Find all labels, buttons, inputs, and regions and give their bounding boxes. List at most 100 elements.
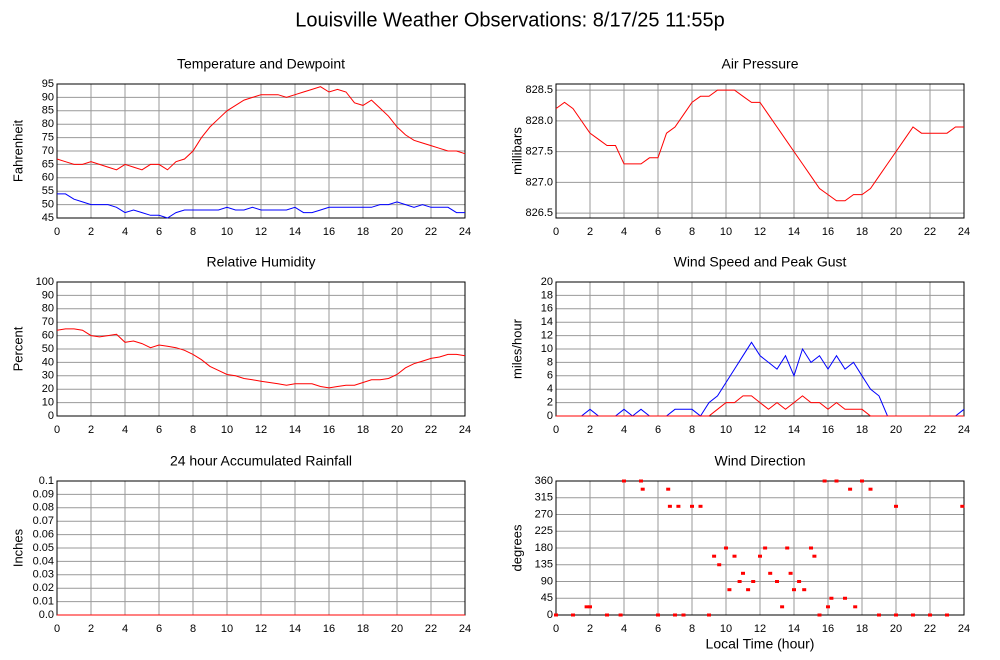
data-point [584, 605, 589, 609]
data-point [758, 554, 762, 558]
y-axis-label: millibars [509, 127, 524, 175]
data-line [555, 89, 964, 202]
x-tick-label: 0 [54, 623, 60, 635]
y-tick-label: 60 [42, 330, 54, 342]
x-axis-label: Local Time (hour) [706, 636, 815, 652]
panel-title: Wind Speed and Peak Gust [674, 254, 847, 270]
x-tick-label: 4 [621, 424, 627, 436]
x-tick-label: 16 [323, 424, 335, 436]
x-tick-label: 12 [255, 226, 267, 238]
data-point [788, 571, 793, 575]
y-tick-label: 0.04 [33, 555, 54, 567]
data-point [712, 554, 717, 558]
x-tick-label: 16 [822, 623, 834, 635]
data-point [690, 504, 694, 508]
panel: Air Pressure millibars 826.5 827.0 827.5 828.… [509, 56, 970, 238]
data-point [763, 546, 768, 550]
data-point [792, 588, 796, 592]
data-point [724, 546, 728, 550]
y-tick-label: 45 [541, 592, 553, 604]
page-title: Louisville Weather Observations: 8/17/25… [295, 9, 725, 31]
panel-title: 24 hour Accumulated Rainfall [170, 453, 352, 469]
x-tick-label: 24 [958, 623, 970, 635]
x-tick-label: 0 [553, 424, 559, 436]
x-tick-label: 6 [655, 226, 661, 238]
data-point [802, 588, 807, 592]
y-tick-label: 0.05 [33, 542, 54, 554]
y-tick-label: 826.5 [525, 207, 553, 219]
x-tick-label: 18 [856, 226, 868, 238]
x-tick-label: 8 [689, 424, 695, 436]
data-point [834, 479, 839, 483]
y-tick-label: 0.06 [33, 529, 54, 541]
data-point [860, 479, 864, 483]
x-tick-label: 2 [587, 424, 593, 436]
x-tick-label: 16 [822, 226, 834, 238]
data-point [780, 605, 785, 609]
data-line [556, 395, 964, 417]
x-tick-label: 6 [156, 226, 162, 238]
x-tick-label: 2 [587, 623, 593, 635]
x-tick-label: 12 [255, 424, 267, 436]
data-point [554, 613, 558, 617]
y-tick-label: 0.01 [33, 596, 54, 608]
y-tick-label: 80 [42, 303, 54, 315]
x-tick-label: 0 [54, 226, 60, 238]
x-tick-label: 6 [655, 424, 661, 436]
x-tick-label: 22 [425, 226, 437, 238]
data-point [812, 554, 817, 558]
x-tick-label: 18 [856, 623, 868, 635]
y-tick-label: 65 [42, 158, 54, 170]
y-tick-label: 40 [42, 356, 54, 368]
y-tick-label: 4 [547, 383, 553, 395]
y-tick-label: 70 [42, 316, 54, 328]
data-point [768, 571, 773, 575]
x-tick-label: 4 [621, 226, 627, 238]
y-tick-label: 828.0 [525, 115, 553, 127]
y-tick-label: 2 [547, 397, 553, 409]
x-tick-label: 24 [459, 424, 471, 436]
x-tick-label: 6 [156, 424, 162, 436]
panel: Wind Speed and Peak Gustmiles/hour024681… [509, 254, 970, 436]
x-tick-label: 22 [425, 424, 437, 436]
data-point [848, 487, 853, 491]
data-point [945, 613, 949, 617]
x-tick-label: 10 [720, 226, 732, 238]
x-tick-label: 14 [788, 623, 800, 635]
x-tick-label: 2 [587, 226, 593, 238]
data-line [56, 86, 466, 171]
y-tick-label: 80 [42, 118, 54, 130]
data-point [707, 613, 711, 617]
x-tick-label: 10 [221, 424, 233, 436]
y-tick-label: 60 [42, 172, 54, 184]
y-axis-label: Fahrenheit [10, 120, 25, 183]
panel-title: Relative Humidity [207, 254, 316, 270]
y-tick-label: 0 [48, 410, 54, 422]
y-tick-label: 70 [42, 145, 54, 157]
data-point [894, 613, 898, 617]
data-line [57, 193, 465, 219]
x-tick-label: 12 [754, 424, 766, 436]
data-point [751, 580, 756, 583]
data-point [822, 479, 827, 483]
data-point [622, 479, 626, 483]
data-point [698, 504, 703, 508]
y-tick-label: 20 [541, 276, 553, 288]
data-point [676, 504, 681, 508]
x-tick-label: 0 [553, 226, 559, 238]
data-point [640, 487, 645, 491]
x-tick-label: 14 [289, 226, 301, 238]
x-tick-label: 6 [655, 623, 661, 635]
data-point [853, 605, 858, 609]
x-tick-label: 4 [122, 424, 128, 436]
y-tick-label: 315 [535, 492, 553, 504]
data-point [960, 504, 965, 508]
y-tick-label: 50 [42, 199, 54, 211]
data-point [732, 554, 737, 558]
y-tick-label: 90 [42, 289, 54, 301]
y-tick-label: 85 [42, 105, 54, 117]
data-point [571, 613, 575, 617]
data-point [829, 596, 834, 600]
data-point [817, 613, 822, 617]
panel: 24 hour Accumulated RainfallInches0.00.0… [10, 453, 471, 635]
